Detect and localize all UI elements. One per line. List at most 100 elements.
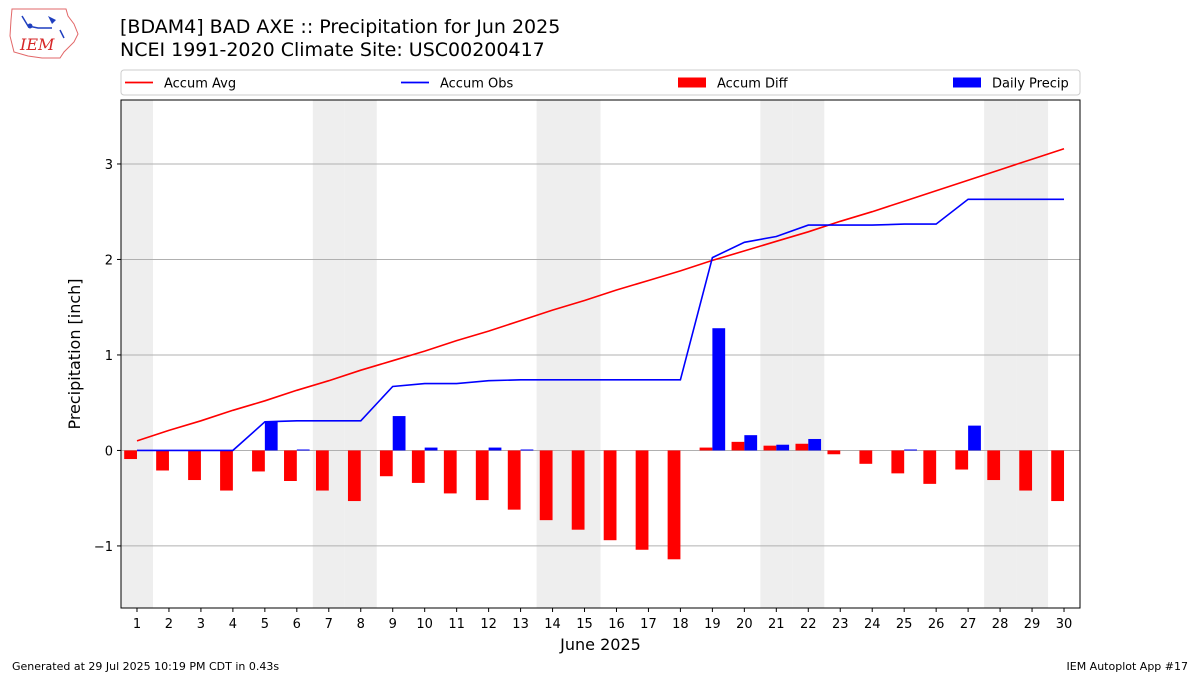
legend-item: Daily Precip xyxy=(953,77,1069,92)
x-tick-label: 8 xyxy=(357,617,365,632)
legend-label: Accum Diff xyxy=(717,77,789,92)
x-tick-label: 10 xyxy=(416,617,433,632)
y-tick-label: 3 xyxy=(105,158,113,173)
weekend-band xyxy=(568,100,601,608)
accum-diff-bar xyxy=(507,450,521,510)
weekend-band xyxy=(792,100,825,608)
x-tick-label: 16 xyxy=(608,617,625,632)
accum-diff-bar xyxy=(315,450,329,491)
legend-item: Accum Obs xyxy=(401,77,513,92)
accum-diff-bar xyxy=(635,450,649,550)
app-credit: IEM Autoplot App #17 xyxy=(1066,660,1189,673)
x-tick-label: 7 xyxy=(325,617,333,632)
accum-diff-bar xyxy=(763,445,777,451)
accum-diff-bar xyxy=(859,450,873,464)
legend-label: Daily Precip xyxy=(992,77,1069,92)
daily-precip-bar xyxy=(488,447,502,451)
accum-diff-bar xyxy=(1051,450,1065,502)
legend-item: Accum Avg xyxy=(125,77,236,92)
daily-precip-bar xyxy=(904,449,917,451)
accum-diff-bar xyxy=(667,450,681,560)
daily-precip-bar xyxy=(392,416,406,451)
x-tick-label: 25 xyxy=(896,617,913,632)
daily-precip-bar xyxy=(808,438,822,451)
daily-precip-bar xyxy=(744,435,758,451)
y-tick-label: −1 xyxy=(94,540,113,555)
legend-label: Accum Avg xyxy=(164,77,236,92)
accum-obs-line xyxy=(137,198,1064,452)
x-tick-label: 18 xyxy=(672,617,689,632)
iem-logo: IEM xyxy=(9,8,79,59)
x-tick-label: 5 xyxy=(261,617,269,632)
accum-diff-bar xyxy=(571,450,585,530)
x-tick-label: 3 xyxy=(197,617,205,632)
logo-text: IEM xyxy=(19,35,55,54)
daily-precip-bar xyxy=(520,449,534,451)
weekend-band xyxy=(984,100,1017,608)
accum-diff-bar xyxy=(252,450,265,472)
weekend-band xyxy=(1016,100,1049,608)
accum-diff-bar xyxy=(1019,450,1033,491)
accum-diff-bar xyxy=(347,450,361,502)
y-tick-label: 2 xyxy=(105,253,113,268)
legend-item: Accum Diff xyxy=(678,77,789,92)
legend-label: Accum Obs xyxy=(440,77,513,92)
legend-swatch xyxy=(953,77,981,88)
legend-swatch xyxy=(678,77,706,88)
weekend-band xyxy=(536,100,569,608)
weekend-band xyxy=(312,100,345,608)
x-tick-label: 28 xyxy=(992,617,1009,632)
y-tick-label: 0 xyxy=(105,444,113,459)
x-tick-label: 11 xyxy=(448,617,465,632)
x-tick-label: 9 xyxy=(389,617,397,632)
daily-precip-bar xyxy=(968,425,981,451)
x-tick-label: 20 xyxy=(736,617,753,632)
x-tick-label: 2 xyxy=(165,617,173,632)
accum-diff-bar xyxy=(699,447,713,451)
accum-diff-bar xyxy=(188,450,201,481)
x-tick-label: 12 xyxy=(480,617,497,632)
daily-precip-bar xyxy=(712,328,726,451)
x-tick-label: 1 xyxy=(133,617,141,632)
x-tick-label: 30 xyxy=(1056,617,1073,632)
x-tick-label: 17 xyxy=(640,617,657,632)
accum-diff-bar xyxy=(603,450,617,541)
x-tick-label: 19 xyxy=(704,617,721,632)
x-tick-label: 4 xyxy=(229,617,237,632)
x-tick-label: 23 xyxy=(832,617,849,632)
generated-timestamp: Generated at 29 Jul 2025 10:19 PM CDT in… xyxy=(12,660,280,673)
accum-diff-bar xyxy=(795,443,809,451)
x-tick-label: 6 xyxy=(293,617,301,632)
daily-precip-bar xyxy=(424,447,438,451)
x-axis-label: June 2025 xyxy=(559,635,641,654)
accum-diff-bar xyxy=(156,450,169,471)
accum-diff-bar xyxy=(891,450,905,474)
weekend-band xyxy=(344,100,377,608)
y-axis-label: Precipitation [inch] xyxy=(65,278,84,429)
legend-box xyxy=(120,69,1081,96)
x-tick-label: 27 xyxy=(960,617,977,632)
daily-precip-bar xyxy=(776,444,790,451)
accum-diff-bar xyxy=(987,450,1001,481)
accum-diff-bar xyxy=(731,441,745,451)
x-tick-label: 29 xyxy=(1024,617,1041,632)
accum-diff-bar xyxy=(124,450,137,460)
daily-precip-bar xyxy=(264,421,278,451)
weekend-band xyxy=(760,100,793,608)
daily-precip-bar xyxy=(296,449,310,451)
accum-diff-bar xyxy=(220,450,233,491)
weekend-band xyxy=(121,100,153,608)
plot-frame xyxy=(120,99,1081,609)
x-tick-label: 13 xyxy=(512,617,529,632)
x-tick-label: 22 xyxy=(800,617,817,632)
accum-diff-bar xyxy=(411,450,425,483)
x-tick-label: 26 xyxy=(928,617,945,632)
accum-diff-bar xyxy=(827,450,841,455)
accum-avg-line xyxy=(136,147,1065,442)
x-tick-label: 24 xyxy=(864,617,881,632)
accum-diff-bar xyxy=(284,450,297,481)
y-tick-label: 1 xyxy=(105,349,113,364)
accum-diff-bar xyxy=(923,450,937,484)
x-tick-label: 14 xyxy=(544,617,561,632)
